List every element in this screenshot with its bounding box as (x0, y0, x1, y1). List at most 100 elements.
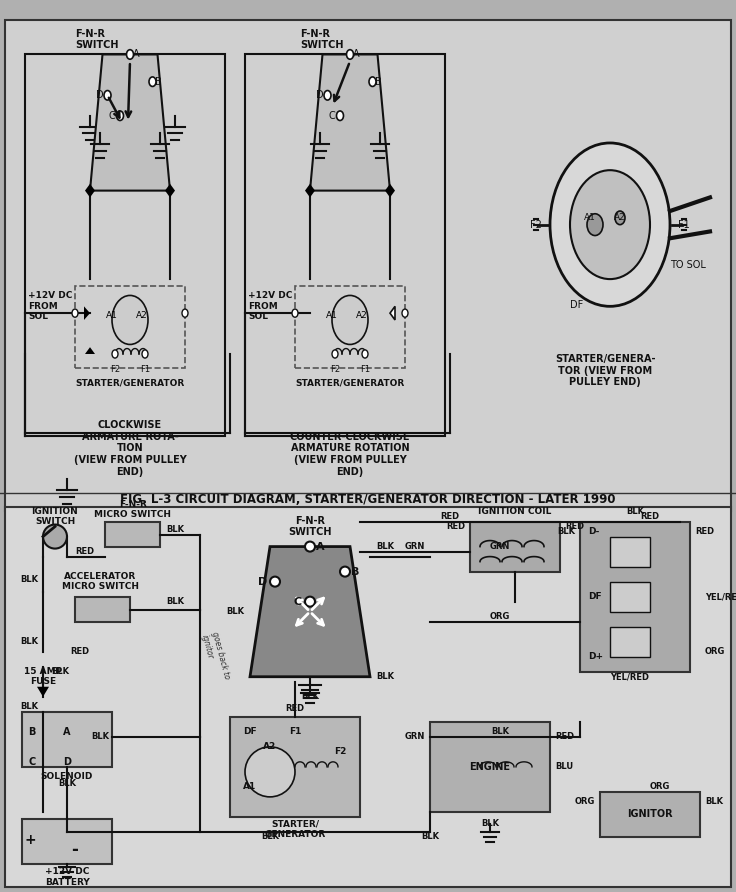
Text: F2: F2 (334, 747, 346, 756)
Text: A: A (316, 541, 325, 551)
Circle shape (615, 211, 625, 225)
Text: YEL/RED: YEL/RED (610, 673, 649, 681)
Bar (295, 286, 405, 368)
Circle shape (270, 576, 280, 587)
Polygon shape (85, 347, 95, 354)
Text: F1: F1 (289, 727, 301, 736)
Bar (610, 582, 650, 612)
Text: C: C (109, 111, 116, 120)
Circle shape (347, 50, 353, 59)
Text: F-N-R
SWITCH: F-N-R SWITCH (75, 29, 118, 50)
Text: RED: RED (71, 648, 90, 657)
Text: +12V DC
FROM
SOL: +12V DC FROM SOL (248, 292, 292, 321)
Text: F2: F2 (530, 219, 542, 229)
Text: BLK: BLK (481, 820, 499, 829)
Bar (75, 286, 185, 368)
Text: RED: RED (695, 527, 714, 536)
Circle shape (369, 77, 376, 87)
Text: B: B (375, 77, 382, 87)
Circle shape (336, 111, 344, 120)
Text: STARTER/GENERA-
TOR (VIEW FROM
PULLEY END): STARTER/GENERA- TOR (VIEW FROM PULLEY EN… (555, 354, 655, 387)
Text: BLK: BLK (557, 527, 575, 536)
Polygon shape (84, 306, 90, 320)
Text: A1: A1 (326, 311, 338, 320)
Circle shape (324, 91, 331, 100)
Circle shape (72, 309, 78, 318)
Text: F-N-R
SWITCH: F-N-R SWITCH (300, 29, 344, 50)
Text: SOLENOID: SOLENOID (40, 772, 93, 781)
Bar (245, 54, 445, 435)
Text: F2: F2 (330, 365, 340, 374)
Polygon shape (390, 306, 395, 320)
Text: RED: RED (555, 732, 574, 741)
Text: TO SOL: TO SOL (670, 260, 706, 270)
Circle shape (305, 597, 315, 607)
Circle shape (142, 350, 148, 358)
Text: BLK: BLK (166, 597, 184, 607)
Text: BLK: BLK (376, 673, 394, 681)
Text: 15 AMP
FUSE: 15 AMP FUSE (24, 667, 62, 687)
Text: D: D (258, 576, 268, 587)
Text: A: A (132, 49, 139, 60)
Text: A2: A2 (356, 311, 368, 320)
Text: DF: DF (588, 592, 601, 601)
Circle shape (112, 295, 148, 344)
Circle shape (182, 309, 188, 318)
Text: RED: RED (565, 522, 584, 531)
Text: B: B (351, 566, 359, 576)
Text: GRN: GRN (490, 542, 510, 551)
Text: F1: F1 (140, 365, 150, 374)
Bar (610, 627, 650, 657)
Bar (25, 54, 225, 435)
Text: ORG: ORG (490, 612, 510, 621)
Text: RED: RED (640, 512, 659, 521)
Text: D+: D+ (588, 652, 603, 661)
Polygon shape (310, 54, 390, 191)
Circle shape (116, 111, 124, 120)
Text: BLK: BLK (20, 575, 38, 584)
Text: B: B (28, 727, 35, 737)
Text: +12V DC
BATTERY: +12V DC BATTERY (45, 867, 89, 887)
Polygon shape (305, 184, 315, 197)
Circle shape (43, 524, 67, 549)
Text: ENGINE: ENGINE (470, 762, 511, 772)
Circle shape (587, 214, 603, 235)
Polygon shape (250, 547, 370, 677)
Text: BLK: BLK (20, 702, 38, 711)
Text: IGNITION COIL: IGNITION COIL (478, 507, 552, 516)
Bar (580, 522, 690, 672)
Circle shape (362, 350, 368, 358)
Text: BLK: BLK (58, 780, 76, 789)
Text: D: D (63, 756, 71, 767)
Bar (22, 712, 112, 767)
Text: A2: A2 (136, 311, 148, 320)
Text: COUNTER-CLOCKWISE
ARMATURE ROTATION
(VIEW FROM PULLEY
END): COUNTER-CLOCKWISE ARMATURE ROTATION (VIE… (290, 432, 410, 476)
Text: C: C (294, 597, 302, 607)
Text: GRN: GRN (405, 542, 425, 551)
Polygon shape (37, 687, 49, 697)
Text: IGNITOR: IGNITOR (627, 809, 673, 820)
Text: RED: RED (286, 705, 305, 714)
Text: DF: DF (243, 727, 257, 736)
Text: A1: A1 (244, 782, 257, 791)
Text: ORG: ORG (575, 797, 595, 806)
Circle shape (570, 170, 650, 279)
Circle shape (402, 309, 408, 318)
Text: D: D (316, 90, 323, 100)
Text: STARTER/GENERATOR: STARTER/GENERATOR (75, 378, 185, 387)
Text: STARTER/
GENERATOR: STARTER/ GENERATOR (264, 819, 325, 838)
Text: RED: RED (440, 512, 459, 521)
Text: BLK: BLK (166, 525, 184, 534)
Text: +: + (24, 833, 36, 847)
Bar (430, 722, 550, 812)
Text: FIG. L-3 CIRCUIT DIAGRAM, STARTER/GENERATOR DIRECTION - LATER 1990: FIG. L-3 CIRCUIT DIAGRAM, STARTER/GENERA… (120, 493, 616, 507)
Text: BLK: BLK (91, 732, 109, 741)
Text: goes back to
ignitor: goes back to ignitor (200, 631, 231, 682)
Text: A1: A1 (106, 311, 118, 320)
Text: CLOCKWISE
ARMATURE ROTA-
TION
(VIEW FROM PULLEY
END): CLOCKWISE ARMATURE ROTA- TION (VIEW FROM… (74, 420, 186, 476)
Text: YEL/RED: YEL/RED (705, 592, 736, 601)
Text: IGNITION
SWITCH: IGNITION SWITCH (32, 507, 78, 526)
Text: ORG: ORG (705, 648, 726, 657)
Text: F1: F1 (678, 219, 690, 229)
Bar (610, 537, 650, 566)
